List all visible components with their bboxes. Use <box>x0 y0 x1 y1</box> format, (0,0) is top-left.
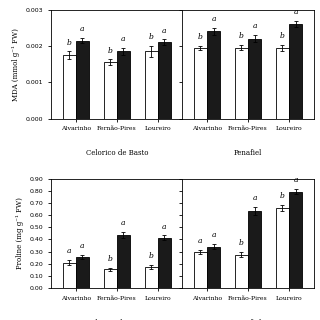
Text: a: a <box>252 195 257 203</box>
Bar <box>158 238 171 288</box>
Text: a: a <box>121 219 126 227</box>
Text: b: b <box>149 33 154 41</box>
Bar <box>194 48 207 119</box>
Bar <box>104 269 117 288</box>
Bar <box>235 48 248 119</box>
Text: a: a <box>67 247 71 255</box>
Text: a: a <box>121 35 126 43</box>
Text: a: a <box>211 15 216 23</box>
Text: a: a <box>80 25 84 33</box>
Bar <box>76 41 89 119</box>
Bar <box>63 262 76 288</box>
Text: a: a <box>80 242 84 250</box>
Text: b: b <box>239 32 244 40</box>
Bar <box>145 267 158 288</box>
Text: b: b <box>198 33 203 41</box>
Text: a: a <box>162 223 167 231</box>
Text: b: b <box>67 38 72 46</box>
Text: a: a <box>293 176 298 184</box>
Text: Celorico de Basto: Celorico de Basto <box>85 149 148 157</box>
Bar <box>117 52 130 119</box>
Text: a: a <box>211 231 216 239</box>
Text: b: b <box>108 255 113 263</box>
Bar <box>276 208 289 288</box>
Text: b: b <box>149 252 154 260</box>
Text: b: b <box>239 239 244 247</box>
Text: a: a <box>198 237 203 245</box>
Text: Celorico de Basto: Celorico de Basto <box>85 319 148 320</box>
Bar <box>248 39 261 119</box>
Bar <box>289 192 302 288</box>
Y-axis label: Proline (mg g⁻¹ FW): Proline (mg g⁻¹ FW) <box>16 197 24 269</box>
Text: a: a <box>162 27 167 35</box>
Text: Penafiel: Penafiel <box>234 149 262 157</box>
Text: b: b <box>108 46 113 54</box>
Bar <box>145 52 158 119</box>
Bar <box>207 31 220 119</box>
Text: b: b <box>280 192 285 200</box>
Bar <box>248 211 261 288</box>
Bar <box>104 62 117 119</box>
Bar <box>194 252 207 288</box>
Bar <box>76 257 89 288</box>
Text: a: a <box>252 22 257 30</box>
Bar <box>276 48 289 119</box>
Bar <box>158 42 171 119</box>
Text: Penafiel: Penafiel <box>234 319 262 320</box>
Bar <box>117 235 130 288</box>
Text: a: a <box>293 8 298 16</box>
Bar <box>235 255 248 288</box>
Bar <box>207 247 220 288</box>
Text: b: b <box>280 32 285 40</box>
Bar <box>63 55 76 119</box>
Y-axis label: MDA (mmol g⁻¹ FW): MDA (mmol g⁻¹ FW) <box>12 28 20 100</box>
Bar <box>289 24 302 119</box>
